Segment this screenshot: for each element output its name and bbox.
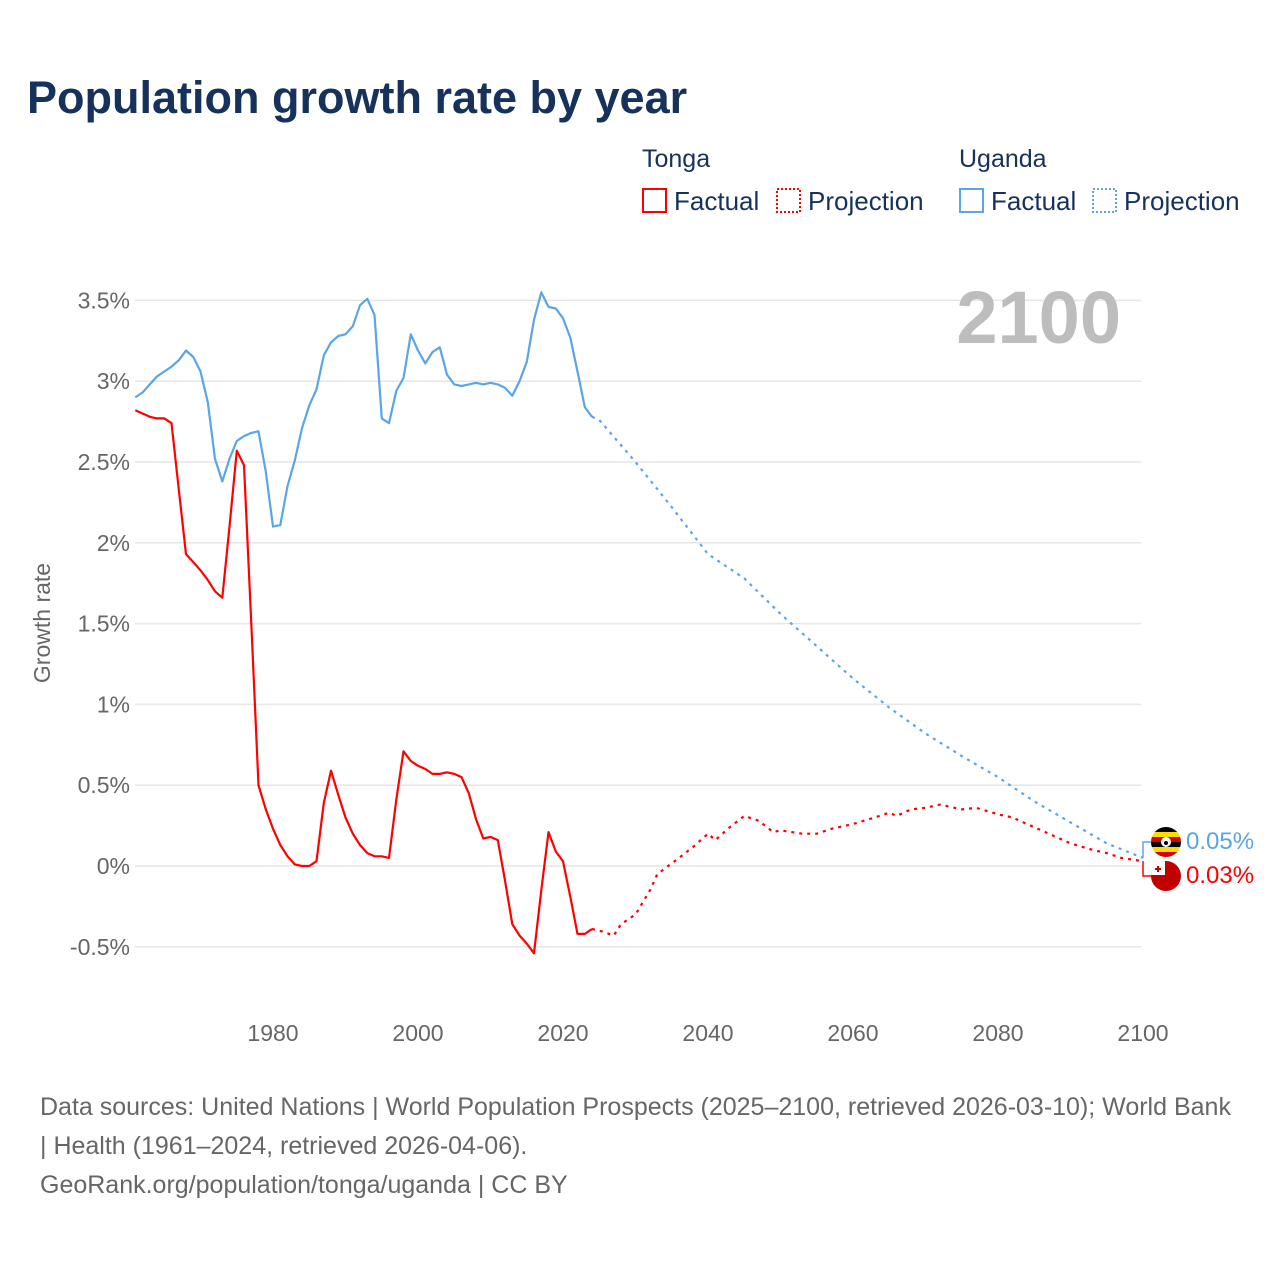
year-display: 2100	[956, 276, 1121, 359]
legend-swatch-tonga-factual	[642, 188, 667, 213]
x-tick-label: 2060	[827, 1020, 878, 1046]
y-tick-label: 0%	[97, 853, 130, 879]
gridlines	[135, 299, 1141, 948]
y-tick-label: 0.5%	[78, 772, 130, 798]
legend-swatch-uganda-factual	[959, 188, 984, 213]
x-tick-label: 2100	[1117, 1020, 1168, 1046]
uganda-end-value: 0.05%	[1186, 828, 1254, 855]
legend-swatch-tonga-projection	[776, 188, 801, 213]
x-axis: 1980 2000 2020 2040 2060 2080 2100	[247, 1020, 1168, 1046]
y-tick-label: 2.5%	[78, 449, 130, 475]
tonga-factual-line	[134, 409, 593, 955]
x-tick-label: 2020	[537, 1020, 588, 1046]
tonga-end-connector	[1142, 861, 1151, 877]
tonga-end-value: 0.03%	[1186, 862, 1254, 889]
y-axis: -0.5% 0% 0.5% 1% 1.5% 2% 2.5% 3% 3.5%	[70, 287, 130, 959]
x-tick-label: 2000	[392, 1020, 443, 1046]
legend-group-tonga: Tonga	[642, 145, 710, 173]
uganda-flag-icon	[1151, 827, 1181, 857]
y-tick-label: 3%	[97, 368, 130, 394]
y-tick-label: 3.5%	[78, 287, 130, 313]
legend-label-uganda-projection[interactable]: Projection	[1124, 186, 1240, 216]
legend-group-uganda: Uganda	[959, 145, 1047, 173]
y-tick-label: 1%	[97, 691, 130, 717]
footer: Data sources: United Nations | World Pop…	[40, 1088, 1240, 1205]
data-sources: Data sources: United Nations | World Pop…	[40, 1093, 1231, 1160]
end-labels: 0.05% 0.03%	[1142, 827, 1254, 891]
y-tick-label: 2%	[97, 530, 130, 556]
y-axis-label: Growth rate	[29, 563, 55, 683]
credit-link[interactable]: GeoRank.org/population/tonga/uganda | CC…	[40, 1171, 568, 1199]
x-tick-label: 2080	[972, 1020, 1023, 1046]
tonga-flag-icon	[1151, 861, 1181, 891]
legend: Tonga Factual Projection Uganda Factual …	[642, 145, 1240, 216]
uganda-projection-line	[591, 415, 1144, 859]
chart-title: Population growth rate by year	[27, 72, 687, 123]
legend-label-tonga-factual[interactable]: Factual	[674, 186, 759, 216]
uganda-end-connector	[1142, 841, 1151, 858]
y-tick-label: 1.5%	[78, 611, 130, 637]
legend-label-uganda-factual[interactable]: Factual	[991, 186, 1076, 216]
tonga-projection-line	[591, 803, 1144, 937]
y-tick-label: -0.5%	[70, 934, 130, 960]
uganda-factual-line	[134, 291, 593, 528]
x-tick-label: 2040	[682, 1020, 733, 1046]
legend-label-tonga-projection[interactable]: Projection	[808, 186, 924, 216]
x-tick-label: 1980	[247, 1020, 298, 1046]
legend-swatch-uganda-projection	[1092, 188, 1117, 213]
series-lines	[134, 291, 1144, 955]
